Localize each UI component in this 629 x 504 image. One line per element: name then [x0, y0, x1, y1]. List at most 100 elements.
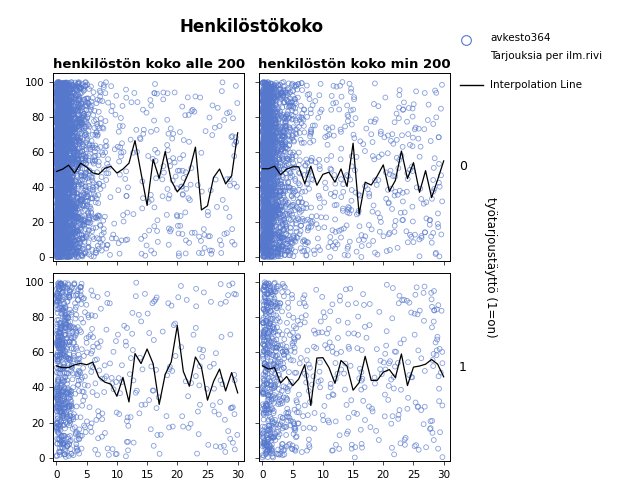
Point	[265, 164, 275, 172]
Point	[265, 239, 275, 247]
Point	[258, 187, 268, 196]
Point	[258, 353, 268, 361]
Point	[262, 409, 272, 417]
Point	[56, 128, 66, 136]
Point	[340, 251, 350, 259]
Point	[268, 139, 278, 147]
Point	[53, 397, 63, 405]
Point	[55, 111, 65, 119]
Point	[65, 195, 75, 203]
Point	[55, 110, 65, 118]
Point	[270, 140, 280, 148]
Point	[60, 94, 70, 102]
Point	[93, 211, 103, 219]
Point	[53, 223, 63, 231]
Point	[55, 407, 65, 415]
Point	[55, 237, 65, 245]
Point	[69, 133, 79, 141]
Point	[62, 155, 72, 163]
Point	[60, 201, 70, 209]
Point	[58, 307, 69, 315]
Point	[81, 173, 91, 181]
Point	[58, 206, 68, 214]
Point	[259, 389, 269, 397]
Point	[269, 223, 279, 231]
Point	[72, 443, 82, 451]
Point	[259, 142, 269, 150]
Point	[283, 288, 293, 296]
Point	[258, 105, 268, 113]
Point	[267, 233, 277, 241]
Point	[62, 216, 72, 224]
Point	[261, 196, 271, 204]
Point	[262, 211, 272, 219]
Point	[257, 144, 267, 152]
Point	[270, 194, 281, 202]
Point	[262, 168, 272, 176]
Point	[262, 84, 272, 92]
Point	[262, 128, 272, 136]
Point	[340, 386, 350, 394]
Point	[86, 97, 96, 105]
Point	[67, 140, 77, 148]
Point	[149, 116, 159, 124]
Point	[262, 207, 272, 215]
Point	[58, 171, 68, 179]
Point	[152, 431, 162, 439]
Point	[294, 215, 304, 223]
Point	[62, 79, 72, 87]
Point	[264, 106, 274, 114]
Point	[109, 385, 119, 393]
Point	[272, 146, 282, 154]
Point	[260, 153, 270, 161]
Point	[75, 413, 86, 421]
Point	[59, 142, 69, 150]
Point	[259, 157, 269, 165]
Point	[176, 182, 186, 191]
Point	[53, 179, 64, 187]
Point	[261, 181, 271, 190]
Point	[259, 85, 269, 93]
Point	[269, 164, 279, 172]
Point	[70, 169, 80, 177]
Point	[54, 164, 64, 172]
Point	[264, 183, 274, 192]
Point	[77, 388, 87, 396]
Point	[267, 229, 277, 237]
Point	[138, 194, 148, 202]
Point	[67, 93, 77, 101]
Point	[262, 431, 272, 439]
Point	[262, 161, 272, 169]
Point	[265, 185, 275, 193]
Point	[53, 104, 64, 112]
Point	[62, 199, 72, 207]
Point	[66, 106, 76, 114]
Point	[297, 119, 307, 128]
Point	[261, 229, 271, 237]
Point	[170, 88, 180, 96]
Point	[60, 83, 70, 91]
Point	[55, 164, 65, 172]
Point	[305, 139, 315, 147]
Point	[195, 401, 205, 409]
Point	[181, 111, 191, 119]
Point	[198, 353, 208, 361]
Point	[58, 144, 69, 152]
Point	[53, 203, 64, 211]
Point	[267, 187, 277, 195]
Point	[264, 321, 274, 329]
Point	[76, 198, 86, 206]
Point	[62, 90, 72, 98]
Point	[59, 141, 69, 149]
Point	[279, 139, 289, 147]
Point	[58, 340, 68, 348]
Point	[87, 194, 97, 202]
Point	[263, 156, 273, 164]
Point	[260, 132, 270, 140]
Point	[261, 79, 271, 87]
Point	[55, 253, 65, 261]
Point	[72, 165, 82, 173]
Point	[431, 249, 441, 257]
Point	[214, 410, 224, 418]
Point	[259, 434, 269, 442]
